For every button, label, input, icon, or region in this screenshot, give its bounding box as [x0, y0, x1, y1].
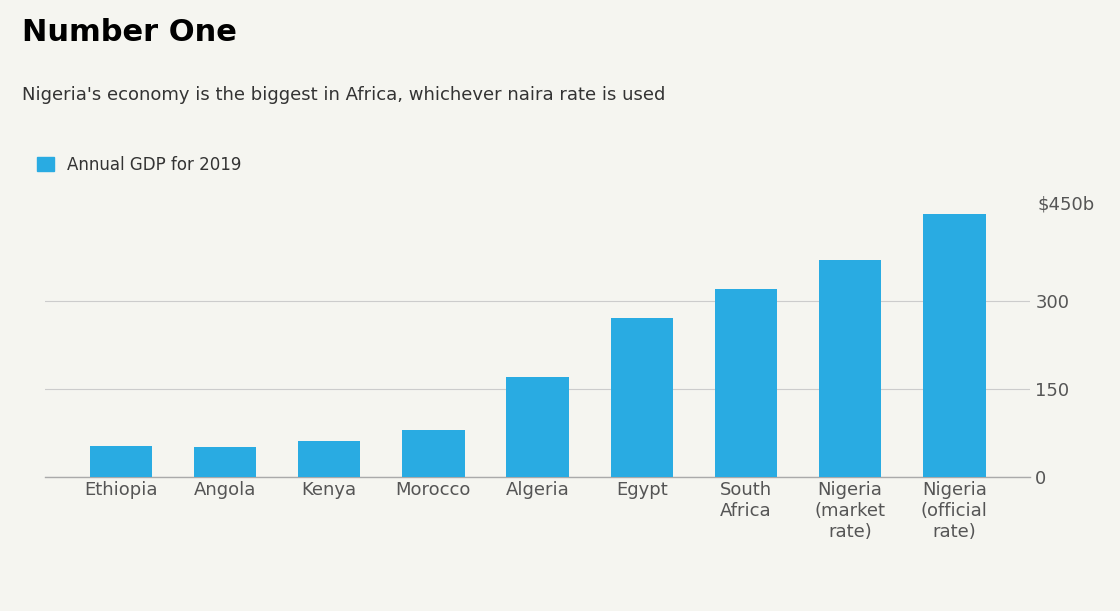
Bar: [715, 289, 777, 477]
Legend: Annual GDP for 2019: Annual GDP for 2019: [30, 149, 249, 180]
Bar: [298, 441, 361, 477]
Bar: [506, 377, 569, 477]
Bar: [402, 430, 465, 477]
Bar: [90, 445, 152, 477]
Bar: [923, 214, 986, 477]
Bar: [194, 447, 256, 477]
Bar: [819, 260, 881, 477]
Text: Nigeria's economy is the biggest in Africa, whichever naira rate is used: Nigeria's economy is the biggest in Afri…: [22, 86, 665, 103]
Bar: [610, 318, 673, 477]
Text: Number One: Number One: [22, 18, 237, 47]
Text: $450b: $450b: [1037, 195, 1094, 213]
